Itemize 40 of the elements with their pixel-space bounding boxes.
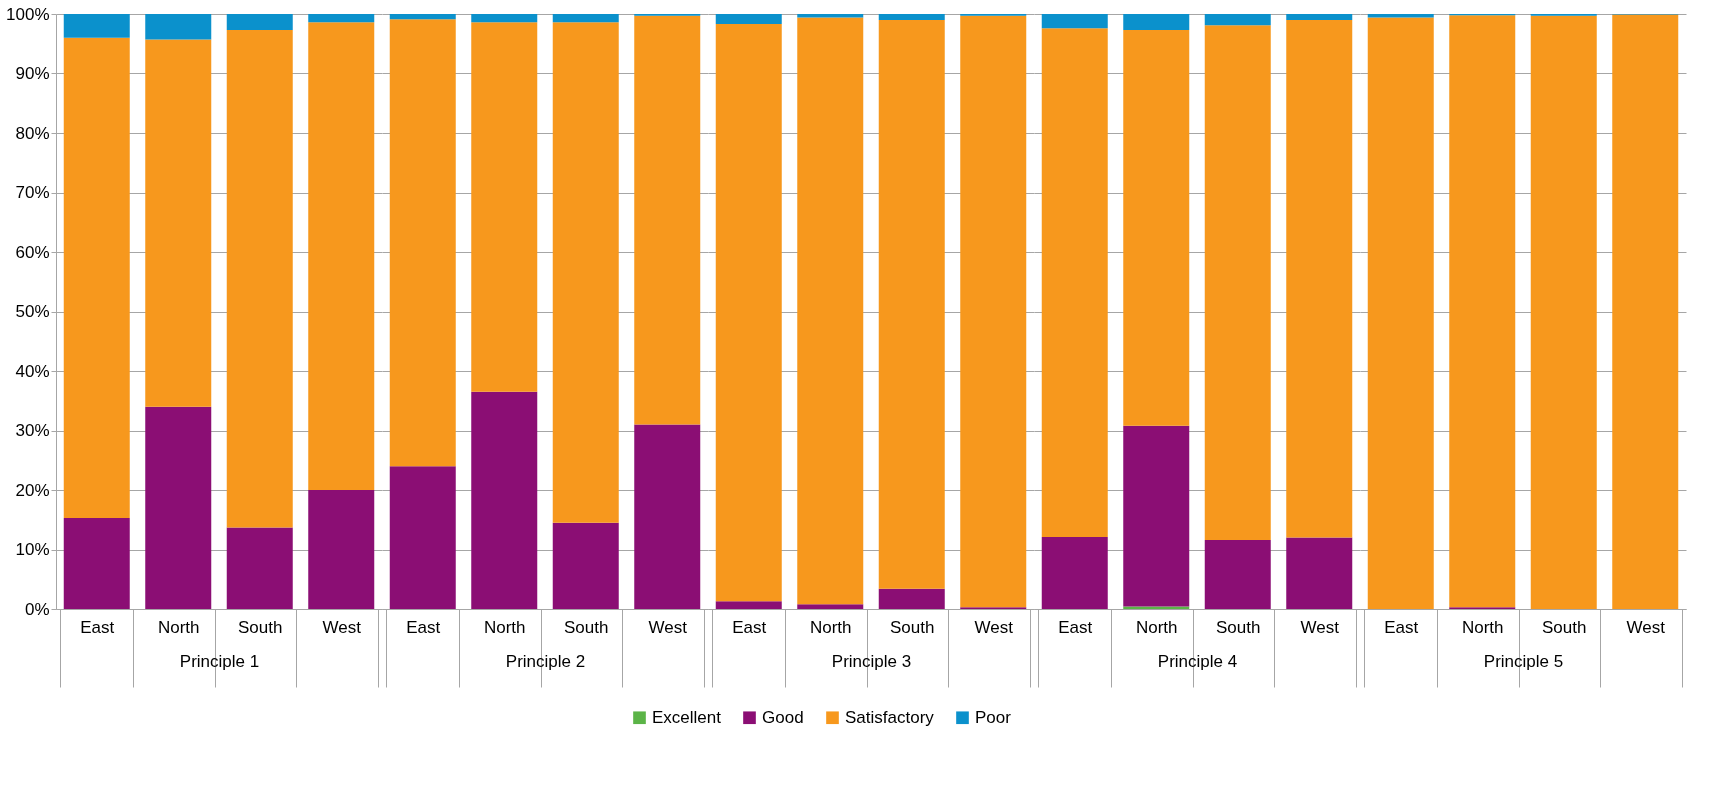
x-tick-label: East	[80, 617, 115, 637]
y-tick-label: 40%	[15, 361, 50, 381]
x-tick-label: West	[648, 617, 688, 637]
y-tick-label: 10%	[15, 540, 50, 559]
y-tick-label: 100%	[6, 4, 50, 24]
x-tick-label: East	[732, 617, 767, 637]
y-tick-label: 20%	[15, 480, 50, 500]
x-tick-label: North	[1461, 617, 1504, 637]
x-axis-title: Principle 4	[1157, 652, 1238, 671]
y-tick-label: 60%	[15, 242, 50, 262]
y-tick-label: 80%	[15, 123, 50, 143]
legend-label: Satisfactory	[845, 707, 935, 727]
y-tick-label: 50%	[15, 302, 50, 321]
x-tick-label: South	[238, 617, 283, 637]
y-tick-label: 70%	[15, 183, 50, 202]
x-tick-label: South	[1216, 617, 1261, 637]
x-tick-label: North	[157, 617, 200, 637]
x-tick-label: West	[322, 617, 362, 637]
legend-label: Excellent	[652, 707, 722, 727]
x-tick-label: North	[809, 617, 852, 637]
x-tick-label: West	[1300, 617, 1340, 637]
x-tick-label: South	[890, 617, 935, 637]
x-tick-label: East	[406, 617, 441, 637]
x-tick-label: South	[564, 617, 609, 637]
legend-label: Poor	[975, 707, 1012, 727]
x-tick-label: North	[483, 617, 526, 637]
x-tick-label: East	[1384, 617, 1419, 637]
y-tick-label: 0%	[24, 599, 50, 619]
y-tick-label: 30%	[15, 421, 50, 440]
x-axis-title: Principle 1	[179, 652, 260, 671]
x-axis-title: Principle 3	[831, 652, 912, 671]
legend-label: Good	[762, 707, 804, 727]
x-axis-title: Principle 5	[1483, 652, 1564, 671]
x-tick-label: West	[1626, 617, 1666, 637]
x-tick-label: West	[974, 617, 1014, 637]
x-tick-label: South	[1542, 617, 1587, 637]
x-axis-title: Principle 2	[505, 652, 586, 671]
x-tick-label: East	[1058, 617, 1093, 637]
y-tick-label: 90%	[15, 64, 50, 83]
x-tick-label: North	[1135, 617, 1178, 637]
